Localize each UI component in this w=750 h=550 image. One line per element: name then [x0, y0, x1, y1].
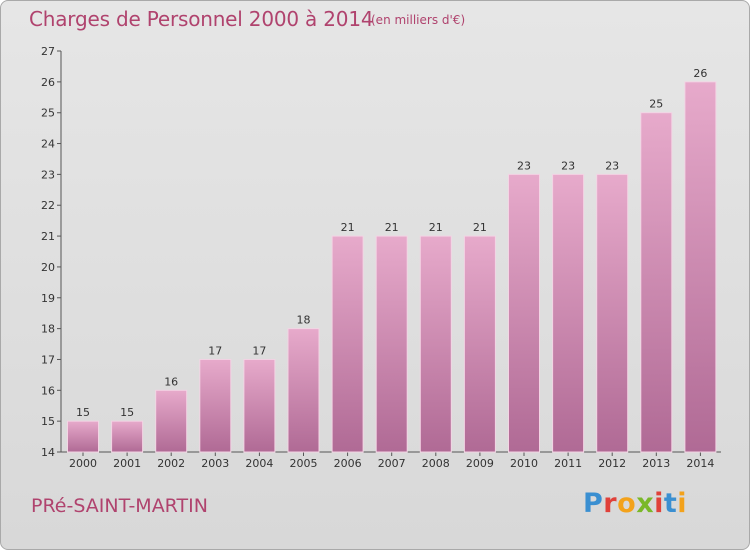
- x-tick-label: 2011: [554, 457, 582, 470]
- bar: [155, 389, 188, 453]
- logo-letter: P: [583, 488, 604, 519]
- y-tick-label: 24: [41, 138, 55, 151]
- y-tick-label: 15: [41, 415, 55, 428]
- x-tick-label: 2000: [69, 457, 97, 470]
- bar-value-label: 15: [76, 406, 90, 419]
- bar-value-label: 17: [208, 344, 222, 357]
- logo-letter: t: [663, 488, 678, 519]
- y-tick-label: 21: [41, 230, 55, 243]
- y-tick-label: 17: [41, 353, 55, 366]
- bar: [596, 173, 629, 453]
- bar-value-label: 23: [605, 159, 619, 172]
- bar: [243, 358, 276, 453]
- x-tick-label: 2003: [201, 457, 229, 470]
- x-tick-label: 2007: [378, 457, 406, 470]
- bar-value-label: 16: [164, 375, 178, 388]
- y-tick-label: 27: [41, 45, 55, 58]
- x-tick-label: 2005: [290, 457, 318, 470]
- bar: [331, 235, 364, 453]
- chart-title: Charges de Personnel 2000 à 2014: [29, 7, 374, 31]
- bar-value-label: 17: [252, 344, 266, 357]
- x-tick-label: 2010: [510, 457, 538, 470]
- bar: [463, 235, 496, 453]
- bar: [199, 358, 232, 453]
- y-tick-label: 20: [41, 261, 55, 274]
- x-tick-label: 2002: [157, 457, 185, 470]
- x-tick-label: 2013: [642, 457, 670, 470]
- bar: [287, 328, 320, 453]
- bar-value-label: 21: [429, 221, 443, 234]
- town-name: PRé-SAINT-MARTIN: [31, 495, 208, 517]
- y-tick-label: 26: [41, 76, 55, 89]
- y-tick-label: 23: [41, 168, 55, 181]
- bar-value-label: 21: [385, 221, 399, 234]
- bar: [67, 420, 99, 453]
- bar-value-label: 23: [561, 159, 575, 172]
- logo-letter: i: [677, 488, 688, 519]
- y-tick-label: 14: [41, 446, 55, 459]
- y-tick-label: 18: [41, 323, 55, 336]
- chart-subtitle: (en milliers d'€): [371, 13, 466, 27]
- x-tick-label: 2009: [466, 457, 494, 470]
- bar: [684, 81, 717, 453]
- logo-letter: x: [636, 488, 655, 519]
- logo-letter: r: [603, 488, 618, 519]
- x-tick-label: 2006: [334, 457, 362, 470]
- logo-letter: i: [654, 488, 664, 519]
- x-tick-label: 2008: [422, 457, 450, 470]
- bar: [552, 173, 585, 453]
- bar-value-label: 15: [120, 406, 134, 419]
- bar: [375, 235, 408, 453]
- y-tick-label: 19: [41, 292, 55, 305]
- bar: [419, 235, 452, 453]
- x-tick-label: 2001: [113, 457, 141, 470]
- logo-letter: o: [617, 488, 637, 519]
- x-tick-label: 2004: [245, 457, 273, 470]
- bar: [508, 173, 540, 453]
- bar-value-label: 26: [693, 67, 707, 80]
- y-tick-label: 25: [41, 107, 55, 120]
- bar: [640, 112, 673, 453]
- bar-value-label: 21: [341, 221, 355, 234]
- bar-value-label: 25: [649, 98, 663, 111]
- bar: [111, 420, 144, 453]
- y-tick-label: 22: [41, 199, 55, 212]
- x-tick-label: 2014: [686, 457, 714, 470]
- x-tick-label: 2012: [598, 457, 626, 470]
- bar-value-label: 18: [297, 314, 311, 327]
- y-tick-label: 16: [41, 384, 55, 397]
- proxiti-logo: Proxiti: [583, 488, 687, 519]
- bar-value-label: 23: [517, 159, 531, 172]
- bar-value-label: 21: [473, 221, 487, 234]
